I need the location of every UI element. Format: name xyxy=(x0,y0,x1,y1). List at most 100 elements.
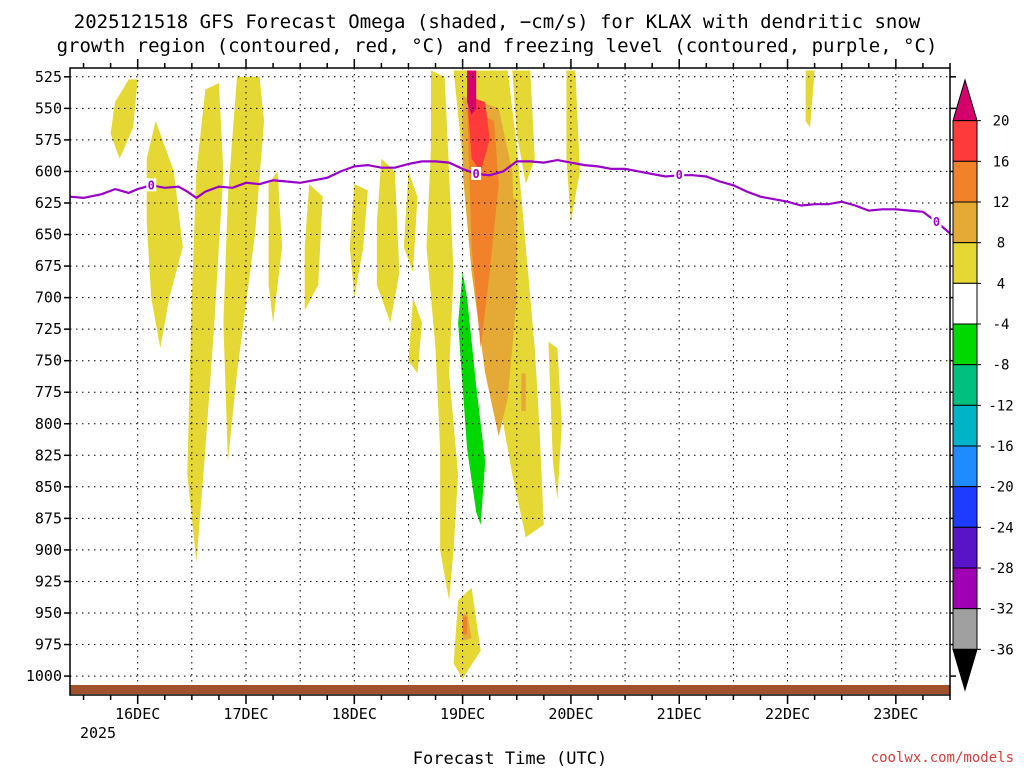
x-tick-label-5: 21DEC xyxy=(657,705,702,723)
chart-title-line-1: 2025121518 GFS Forecast Omega (shaded, −… xyxy=(74,11,921,33)
freezing-label-bg-0 xyxy=(146,178,157,192)
watermark: coolwx.com/models xyxy=(871,750,1014,766)
colorbar-label-11: -28 xyxy=(988,561,1013,577)
colorbar-label-1: 16 xyxy=(993,154,1010,170)
y-tick-label-15: 900 xyxy=(35,541,62,559)
colorbar-label-3: 8 xyxy=(997,236,1005,252)
freezing-label-bg-3 xyxy=(931,214,942,228)
x-tick-label-4: 20DEC xyxy=(548,705,593,723)
y-axis: 525 550 575 600 625 650 675 700 725 750 775 800 825 8… xyxy=(26,68,956,685)
freezing-level-label-0: 0 xyxy=(148,178,155,192)
y-tick-label-19: 1000 xyxy=(26,667,62,685)
x-tick-label-3: 19DEC xyxy=(440,705,485,723)
colorbar-swatch-13 xyxy=(952,608,978,650)
colorbar: 20 16 12 8 4 -4 -8 -12 -16 -20 -24 -28 -32 -36 xyxy=(952,78,1014,692)
y-tick-label-14: 875 xyxy=(35,509,62,527)
colorbar-label-10: -24 xyxy=(988,520,1013,536)
omega-region-4 xyxy=(268,171,283,323)
omega-region-10 xyxy=(426,70,459,601)
omega-region-24 xyxy=(467,95,490,172)
colorbar-swatch-2 xyxy=(952,160,978,203)
colorbar-label-4: 4 xyxy=(997,276,1005,292)
omega-shading xyxy=(110,70,1024,679)
x-axis: 16DEC 17DEC 18DEC 19DEC 20DEC 21DEC 22DEC 23DEC xyxy=(82,59,951,723)
colorbar-label-2: 12 xyxy=(993,195,1010,211)
y-tick-label-4: 625 xyxy=(35,194,62,212)
omega-region-16 xyxy=(805,70,815,128)
omega-region-1 xyxy=(146,121,183,349)
terrain-strip xyxy=(70,685,950,694)
freezing-level-label-1: 0 xyxy=(473,167,480,181)
colorbar-swatch-6 xyxy=(952,323,978,366)
colorbar-swatch-10 xyxy=(952,486,978,528)
colorbar-swatch-5 xyxy=(952,282,978,325)
omega-region-25 xyxy=(467,70,477,115)
y-tick-label-2: 575 xyxy=(35,131,62,149)
y-tick-label-18: 975 xyxy=(35,636,62,654)
omega-region-26 xyxy=(458,272,486,525)
omega-region-21 xyxy=(507,196,517,273)
omega-region-23 xyxy=(462,616,468,635)
y-tick-label-8: 725 xyxy=(35,320,62,338)
omega-region-9 xyxy=(408,297,422,374)
freezing-label-bg-2 xyxy=(674,168,685,182)
y-tick-label-1: 550 xyxy=(35,99,62,117)
colorbar-swatch-4 xyxy=(952,242,978,284)
x-axis-label: Forecast Time (UTC) xyxy=(413,749,607,768)
chart-title-line-2: growth region (contoured, red, °C) and f… xyxy=(57,35,938,57)
x-tick-label-0: 16DEC xyxy=(115,705,160,723)
colorbar-cap-top xyxy=(952,78,978,122)
freezing-label-bg-1 xyxy=(471,166,482,180)
omega-region-28 xyxy=(1013,285,1024,443)
colorbar-label-12: -32 xyxy=(988,602,1013,618)
colorbar-label-8: -16 xyxy=(988,439,1013,455)
y-tick-label-6: 675 xyxy=(35,257,62,275)
x-tick-label-7: 23DEC xyxy=(873,705,918,723)
omega-region-20 xyxy=(521,373,526,412)
colorbar-swatch-7 xyxy=(952,364,978,406)
omega-region-5 xyxy=(304,184,323,311)
omega-region-7 xyxy=(376,158,400,323)
y-tick-label-3: 600 xyxy=(35,162,62,180)
colorbar-cap-bottom xyxy=(952,648,978,692)
freezing-level-label-3: 0 xyxy=(933,215,940,229)
x-tick-label-2: 18DEC xyxy=(332,705,377,723)
y-tick-label-0: 525 xyxy=(35,68,62,86)
omega-region-13 xyxy=(512,70,535,185)
colorbar-label-5: -4 xyxy=(993,317,1010,333)
contours: 0 0 0 0 xyxy=(70,158,950,235)
omega-region-3 xyxy=(223,76,265,462)
colorbar-label-6: -8 xyxy=(993,358,1010,374)
gridlines xyxy=(70,68,950,695)
colorbar-swatch-1 xyxy=(952,120,978,162)
x-axis-year: 2025 xyxy=(80,724,116,742)
colorbar-swatch-3 xyxy=(952,201,978,244)
y-tick-label-11: 800 xyxy=(35,415,62,433)
x-tick-label-1: 17DEC xyxy=(223,705,268,723)
omega-region-14 xyxy=(566,70,580,222)
omega-region-12 xyxy=(548,341,562,500)
freezing-level-label-2: 0 xyxy=(676,168,683,182)
colorbar-label-13: -36 xyxy=(988,642,1013,658)
y-tick-label-17: 950 xyxy=(35,604,62,622)
colorbar-swatch-9 xyxy=(952,445,978,488)
omega-region-0 xyxy=(110,79,138,159)
colorbar-swatch-11 xyxy=(952,526,978,569)
y-tick-label-10: 775 xyxy=(35,383,62,401)
colorbar-label-9: -20 xyxy=(988,480,1013,496)
omega-region-8 xyxy=(403,171,418,273)
y-tick-label-5: 650 xyxy=(35,226,62,244)
colorbar-label-7: -12 xyxy=(988,398,1013,414)
y-tick-label-9: 750 xyxy=(35,352,62,370)
y-tick-label-13: 850 xyxy=(35,478,62,496)
y-tick-label-12: 825 xyxy=(35,446,62,464)
colorbar-label-0: 20 xyxy=(993,114,1010,130)
plot-area: 0 0 0 0 xyxy=(69,67,1024,696)
y-tick-label-7: 700 xyxy=(35,289,62,307)
x-tick-label-6: 22DEC xyxy=(765,705,810,723)
freezing-level-line xyxy=(70,158,950,235)
colorbar-swatch-12 xyxy=(952,567,978,610)
colorbar-swatch-8 xyxy=(952,404,978,447)
plot-frame xyxy=(69,67,951,696)
